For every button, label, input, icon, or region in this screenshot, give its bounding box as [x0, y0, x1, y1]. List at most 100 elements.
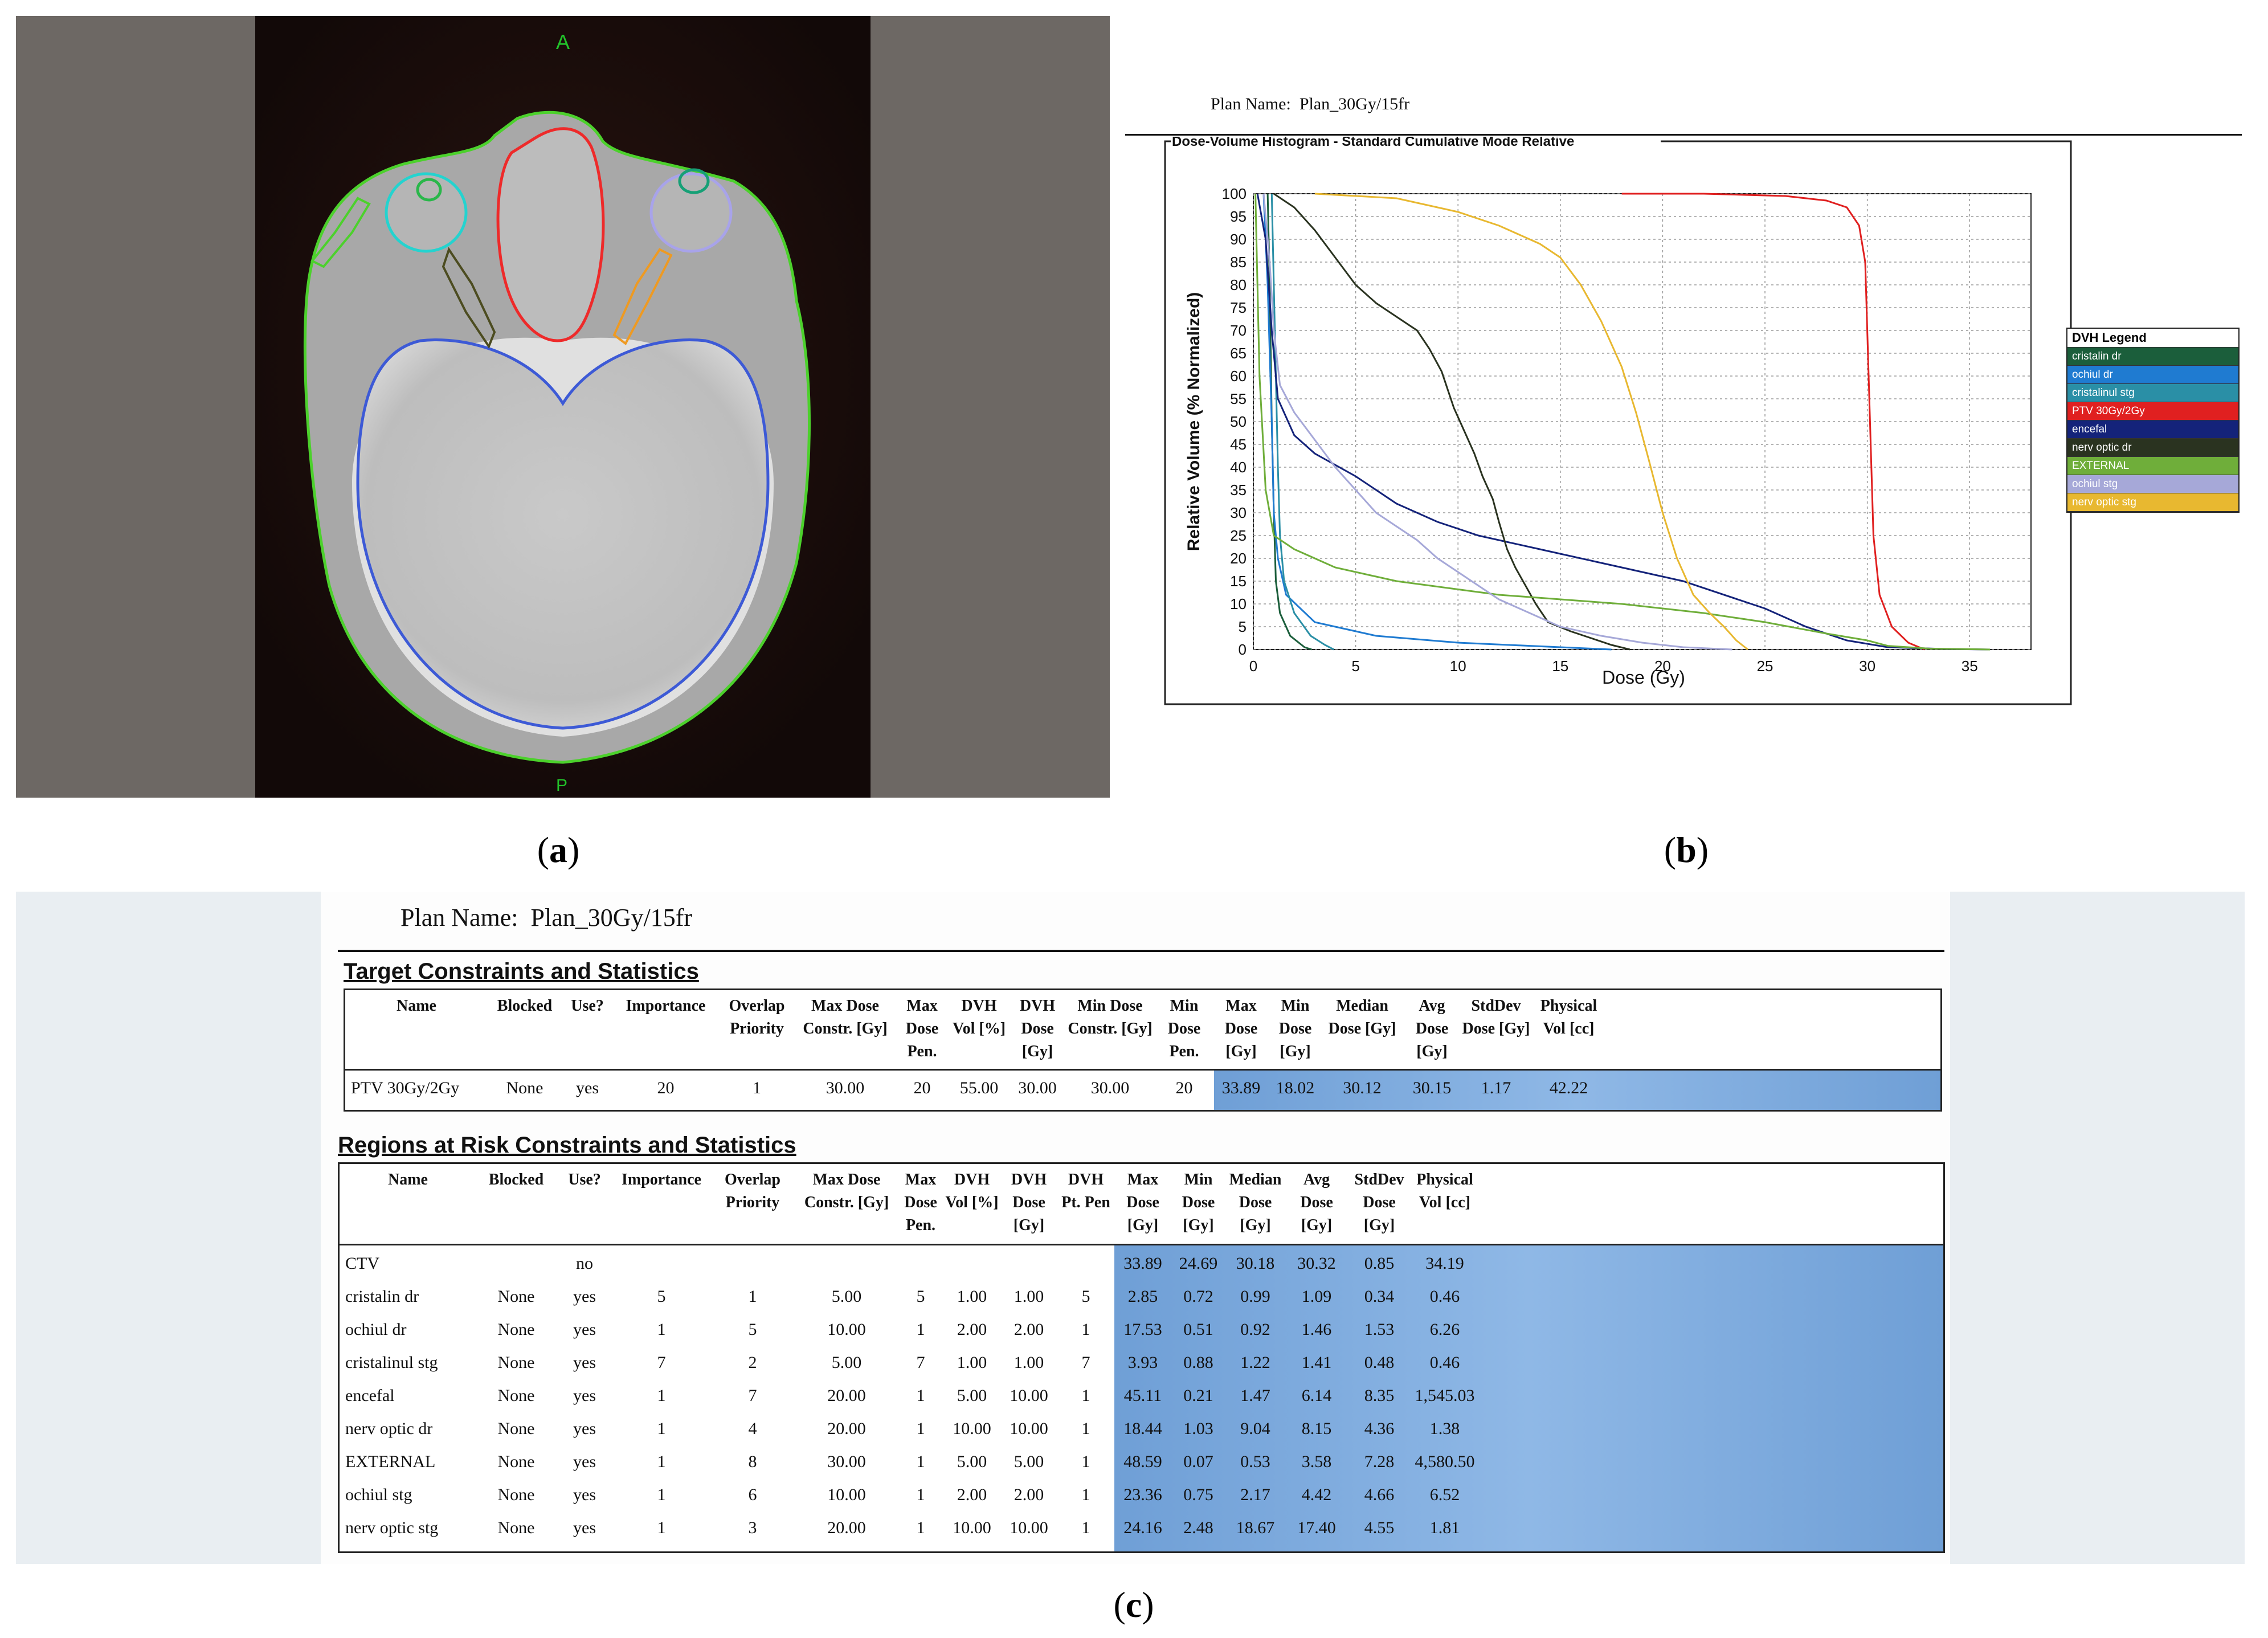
table-cell: yes: [573, 1320, 596, 1339]
table-cell: 48.59: [1123, 1452, 1162, 1471]
table-header-cell: StdDev Dose [Gy]: [1462, 997, 1530, 1037]
stats-divider: [338, 950, 1944, 952]
dvh-legend-item: ochiul dr: [2067, 366, 2238, 384]
table-cell: [613, 1247, 710, 1280]
cristalinul-stg-contour: [678, 168, 710, 194]
table-header-cell: Blocked: [488, 1171, 544, 1188]
dvh-ytick-label: 35: [1230, 481, 1247, 499]
table-cell: 30.12: [1343, 1079, 1382, 1097]
table-cell: 3.58: [1301, 1452, 1332, 1471]
table-cell: 34.19: [1425, 1254, 1464, 1273]
table-cell: 5.00: [831, 1287, 862, 1306]
table-cell: 6.52: [1429, 1485, 1460, 1504]
table-cell: 1: [1081, 1386, 1090, 1405]
dvh-ytick-label: 20: [1230, 550, 1247, 567]
table-cell: 0.46: [1429, 1353, 1460, 1372]
dvh-legend-item: EXTERNAL: [2067, 457, 2238, 475]
table-cell: 1: [657, 1386, 666, 1405]
table-cell: 1: [657, 1320, 666, 1339]
table-header-cell: Min Dose [Gy]: [1182, 1171, 1215, 1234]
table-cell: 1: [916, 1386, 925, 1405]
dvh-plan-name: Plan Name: Plan_30Gy/15fr: [1211, 95, 1409, 114]
table-cell: None: [497, 1320, 535, 1339]
table-cell: 0.48: [1364, 1353, 1395, 1372]
table-cell: 4.42: [1301, 1485, 1332, 1504]
table-cell: 8.35: [1364, 1386, 1395, 1405]
table-cell: 1.00: [957, 1353, 987, 1372]
dvh-xtick-label: 10: [1450, 657, 1466, 675]
dvh-xtick-label: 20: [1654, 657, 1671, 675]
table-cell: 4.36: [1364, 1419, 1395, 1438]
plan-name-label: Plan Name:: [401, 904, 518, 932]
table-cell: 30.18: [1236, 1254, 1275, 1273]
table-cell: 5: [657, 1287, 666, 1306]
table-cell: nerv optic stg: [345, 1518, 439, 1537]
table-cell: 10.00: [827, 1485, 866, 1504]
table-cell: 0.88: [1183, 1353, 1213, 1372]
table-cell: 7: [916, 1353, 925, 1372]
table-cell: 23.36: [1123, 1485, 1162, 1504]
table-cell: 20.00: [827, 1518, 866, 1537]
table-cell: 2.85: [1127, 1287, 1158, 1306]
dvh-legend-items: cristalin dr ochiul dr cristalinul stg PTV …: [2067, 348, 2238, 512]
table-cell: 55.00: [959, 1079, 999, 1097]
table-cell: yes: [573, 1452, 596, 1471]
table-cell: 7: [748, 1386, 757, 1405]
table-cell: 17.40: [1297, 1518, 1336, 1537]
dvh-ticks: 0510152025303540455055606570758085909510…: [1222, 185, 1978, 675]
table-header-cell: Importance: [626, 997, 706, 1015]
dvh-xtick-label: 0: [1249, 657, 1257, 675]
ct-image: A P: [255, 16, 871, 798]
dvh-ytick-label: 10: [1230, 595, 1247, 612]
dvh-series-line: [1262, 193, 1612, 651]
table-cell: yes: [573, 1485, 596, 1504]
table-cell: [1000, 1247, 1057, 1280]
risk-table: Name Blocked Use? Importance Overlap Priorit…: [338, 1162, 1945, 1553]
table-cell: no: [576, 1254, 593, 1273]
table-cell: 1.03: [1183, 1419, 1213, 1438]
skin-sliver-contour: [310, 197, 371, 268]
table-cell: [795, 1247, 898, 1280]
table-header-cell: DVH Vol [%]: [952, 997, 1006, 1037]
table-header-cell: DVH Dose [Gy]: [1011, 1171, 1047, 1234]
dvh-legend: DVH Legend cristalin dr ochiul dr cristali…: [2066, 328, 2240, 513]
table-cell: None: [497, 1287, 535, 1306]
dvh-ytick-label: 45: [1230, 436, 1247, 453]
table-cell: 4: [748, 1419, 757, 1438]
dvh-ytick-label: 80: [1230, 276, 1247, 293]
table-cell: None: [506, 1079, 543, 1097]
dvh-title: Dose-Volume Histogram - Standard Cumulat…: [1172, 137, 1574, 149]
table-cell: 7.28: [1364, 1452, 1395, 1471]
table-cell: yes: [573, 1386, 596, 1405]
table-cell: 2.00: [1014, 1320, 1044, 1339]
table-cell: 20: [913, 1079, 931, 1097]
dvh-legend-title: DVH Legend: [2067, 329, 2238, 348]
table-cell: 9.04: [1240, 1419, 1270, 1438]
dvh-ytick-label: 5: [1239, 618, 1247, 635]
table-cell: None: [497, 1419, 535, 1438]
table-cell: 20.00: [827, 1386, 866, 1405]
dvh-title-bg: [1171, 137, 1661, 148]
table-cell: yes: [573, 1287, 596, 1306]
table-cell: yes: [573, 1419, 596, 1438]
table-cell: 30.00: [1090, 1079, 1130, 1097]
risk-section-title: Regions at Risk Constraints and Statisti…: [338, 1133, 796, 1158]
table-cell: 0.72: [1183, 1287, 1213, 1306]
table-cell: 45.11: [1123, 1386, 1162, 1405]
dvh-legend-item: nerv optic stg: [2067, 493, 2238, 512]
table-cell: None: [497, 1485, 535, 1504]
table-cell: 1: [916, 1320, 925, 1339]
ct-panel: A P: [16, 16, 1110, 798]
dvh-ytick-label: 75: [1230, 299, 1247, 316]
table-header-divider: [345, 1069, 1940, 1071]
table-cell: 33.89: [1221, 1079, 1261, 1097]
ochiul-stg-contour: [649, 172, 733, 253]
table-cell: 0.21: [1183, 1386, 1213, 1405]
dvh-xtick-label: 5: [1351, 657, 1359, 675]
table-cell: 1: [916, 1452, 925, 1471]
table-cell: yes: [576, 1079, 599, 1097]
table-cell: 1: [1081, 1452, 1090, 1471]
dvh-grid: [1253, 193, 2032, 650]
table-cell: None: [497, 1452, 535, 1471]
dvh-ytick-label: 60: [1230, 367, 1247, 385]
